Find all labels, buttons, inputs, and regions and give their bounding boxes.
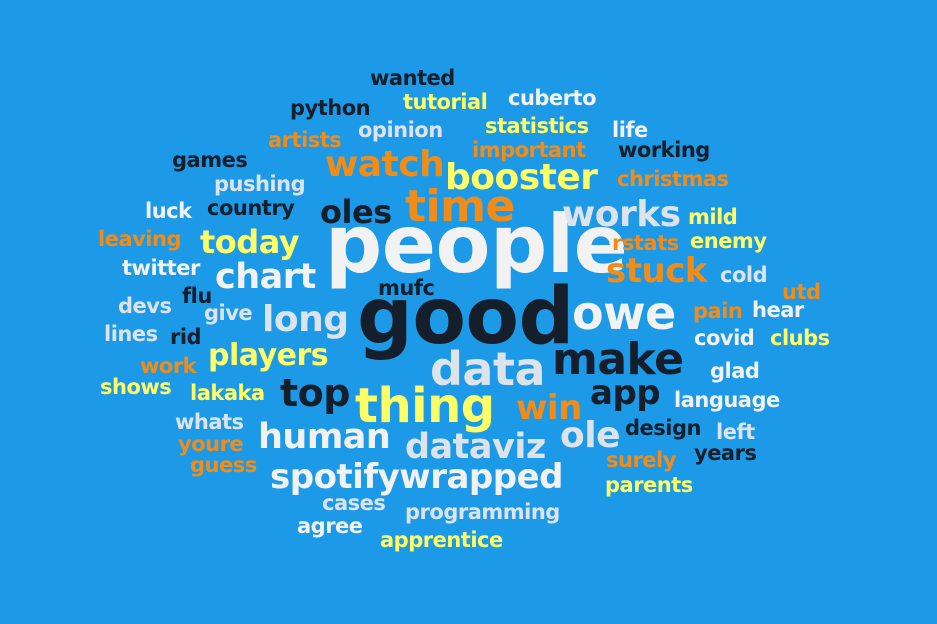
word-players: players: [208, 338, 329, 373]
word-cuberto: cuberto: [508, 86, 597, 110]
word-win: win: [516, 388, 582, 428]
word-lakaka: lakaka: [190, 381, 265, 405]
word-left: left: [716, 420, 755, 444]
word-opinion: opinion: [358, 118, 443, 142]
word-shows: shows: [100, 375, 172, 399]
word-works: works: [562, 194, 681, 235]
word-today: today: [200, 223, 300, 261]
word-utd: utd: [782, 280, 821, 304]
word-surely: surely: [606, 448, 676, 472]
word-human: human: [258, 417, 391, 457]
word-people: people: [325, 198, 628, 291]
word-working: working: [618, 138, 710, 162]
word-years: years: [694, 441, 757, 465]
word-mild: mild: [688, 205, 738, 229]
word-cold: cold: [720, 263, 768, 287]
word-apprentice: apprentice: [380, 528, 503, 552]
word-thing: thing: [355, 378, 495, 434]
word-pushing: pushing: [214, 172, 306, 196]
word-covid: covid: [694, 326, 755, 350]
word-life: life: [612, 118, 648, 142]
word-mufc: mufc: [378, 276, 435, 300]
word-rid: rid: [170, 325, 202, 349]
word-enemy: enemy: [690, 229, 767, 253]
word-agree: agree: [297, 514, 363, 538]
word-hear: hear: [752, 298, 804, 322]
word-dataviz: dataviz: [405, 427, 546, 467]
word-programming: programming: [405, 500, 560, 524]
word-give: give: [204, 301, 253, 325]
word-time: time: [405, 181, 515, 232]
word-stuck: stuck: [606, 251, 707, 291]
word-app: app: [590, 373, 661, 413]
word-ole: ole: [560, 415, 621, 456]
word-pain: pain: [693, 299, 743, 323]
word-clubs: clubs: [770, 326, 830, 350]
word-lines: lines: [104, 322, 158, 346]
word-good: good: [357, 272, 574, 362]
word-important: important: [472, 138, 586, 162]
word-wanted: wanted: [370, 66, 455, 90]
word-tutorial: tutorial: [403, 90, 488, 114]
word-rstats: rstats: [612, 231, 679, 255]
word-top: top: [280, 371, 350, 415]
word-watch: watch: [325, 144, 445, 185]
word-work: work: [140, 354, 197, 378]
word-parents: parents: [605, 473, 693, 497]
word-spotifywrapped: spotifywrapped: [270, 457, 564, 497]
word-oles: oles: [320, 193, 392, 231]
word-artists: artists: [268, 128, 342, 152]
word-booster: booster: [445, 157, 598, 198]
word-games: games: [172, 148, 248, 172]
word-python: python: [290, 96, 371, 120]
word-statistics: statistics: [485, 114, 589, 138]
word-country: country: [207, 196, 295, 220]
word-data: data: [430, 342, 546, 396]
word-long: long: [262, 299, 349, 340]
word-glad: glad: [710, 359, 760, 383]
word-language: language: [674, 388, 780, 412]
word-flu: flu: [182, 284, 212, 308]
word-leaving: leaving: [98, 227, 181, 251]
word-chart: chart: [215, 257, 316, 297]
word-luck: luck: [145, 199, 192, 223]
word-twitter: twitter: [122, 256, 200, 280]
word-cases: cases: [322, 491, 386, 515]
word-devs: devs: [118, 294, 172, 318]
word-christmas: christmas: [617, 167, 729, 191]
word-owe: owe: [572, 286, 676, 340]
word-youre: youre: [178, 432, 244, 456]
word-whats: whats: [175, 410, 244, 434]
word-make: make: [552, 334, 684, 385]
word-guess: guess: [190, 453, 257, 477]
word-design: design: [625, 416, 701, 440]
